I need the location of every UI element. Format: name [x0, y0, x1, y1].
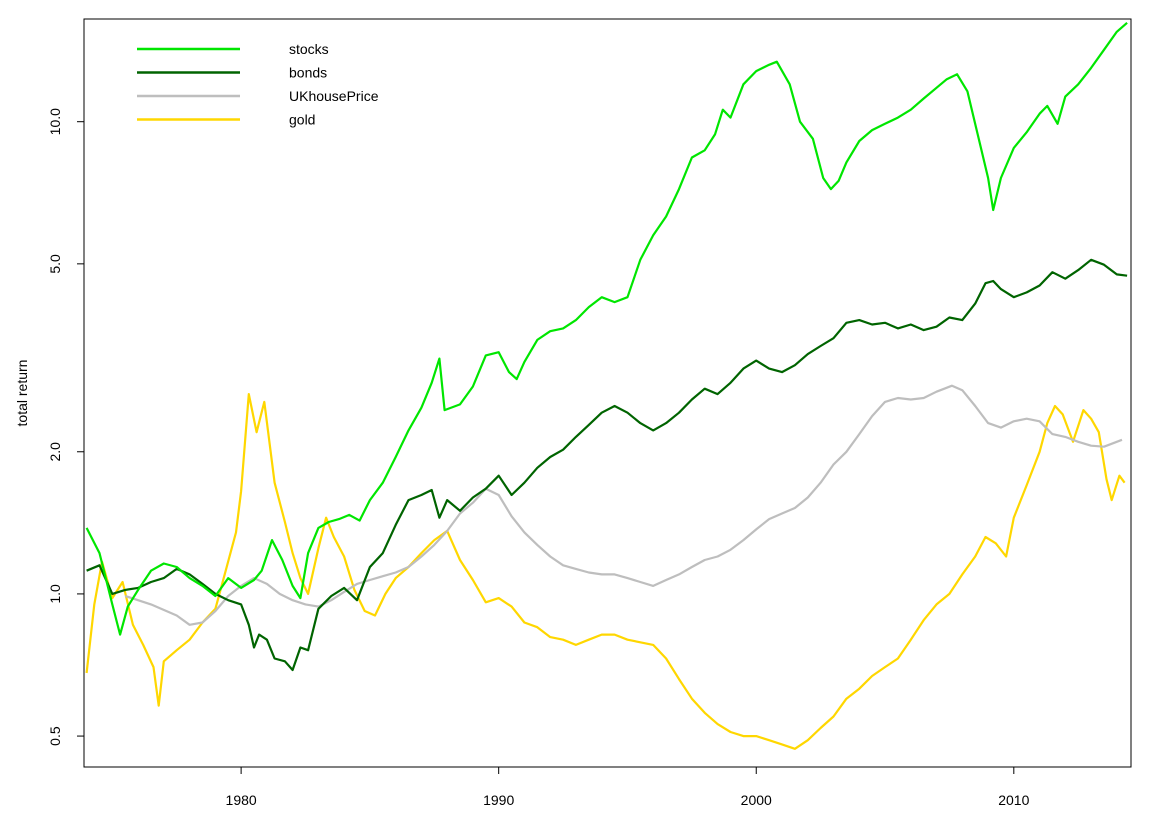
- x-tick-label: 2000: [741, 792, 772, 808]
- y-tick-label: 1.0: [47, 584, 63, 604]
- x-axis: 1980 1990 2000 2010: [226, 767, 1030, 808]
- y-tick-label: 10.0: [47, 108, 63, 135]
- series-line-stocks: [85, 21, 1128, 636]
- y-axis-title: total return: [14, 360, 30, 427]
- x-tick-label: 1990: [483, 792, 514, 808]
- series-line-ukhouseprice: [124, 384, 1123, 626]
- series-line-bonds: [86, 258, 1128, 672]
- series-line-gold: [85, 393, 1126, 750]
- legend-label-stocks: stocks: [289, 41, 329, 57]
- y-tick-label: 5.0: [47, 254, 63, 274]
- legend-label-bonds: bonds: [289, 65, 327, 81]
- y-tick-label: 2.0: [47, 442, 63, 462]
- legend-label-ukhouseprice: UKhousePrice: [289, 88, 379, 104]
- series-layer: [85, 21, 1128, 750]
- legend-label-gold: gold: [289, 112, 315, 128]
- x-tick-label: 2010: [998, 792, 1029, 808]
- y-axis: 0.5 1.0 2.0 5.0 10.0: [47, 108, 84, 746]
- plot-frame: [83, 18, 1132, 768]
- y-tick-label: 0.5: [47, 726, 63, 746]
- x-tick-label: 1980: [226, 792, 257, 808]
- legend: stocks bonds UKhousePrice gold: [137, 41, 379, 128]
